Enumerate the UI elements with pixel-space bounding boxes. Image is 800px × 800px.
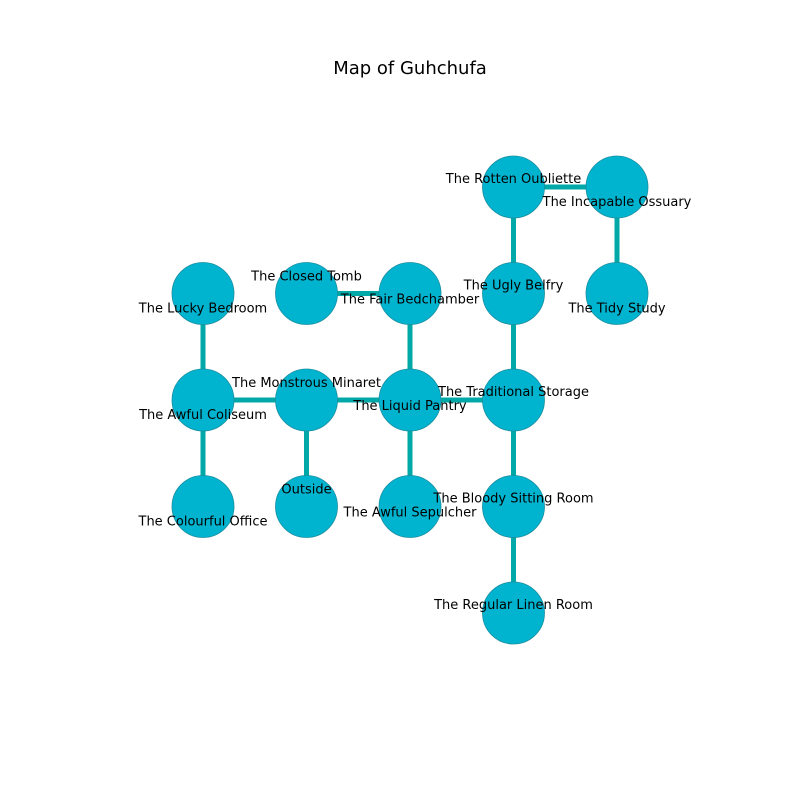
room-label-outside: Outside — [281, 483, 331, 498]
room-label-traditional-storage: The Traditional Storage — [437, 385, 589, 400]
room-node-regular-linen-room — [482, 581, 545, 645]
room-node-awful-coliseum — [171, 368, 235, 432]
room-label-ugly-belfry: The Ugly Belfry — [463, 279, 564, 294]
room-node-tidy-study — [585, 262, 649, 325]
map-title: Map of Guhchufa — [333, 58, 487, 79]
room-node-closed-tomb — [275, 262, 338, 325]
room-node-ugly-belfry — [482, 262, 545, 325]
room-label-awful-sepulcher: The Awful Sepulcher — [343, 506, 478, 521]
room-label-tidy-study: The Tidy Study — [567, 302, 665, 317]
room-label-lucky-bedroom: The Lucky Bedroom — [138, 302, 267, 317]
room-label-monstrous-minaret: The Monstrous Minaret — [231, 376, 381, 391]
room-label-bloody-sitting-room: The Bloody Sitting Room — [432, 492, 593, 507]
room-label-rotten-oubliette: The Rotten Oubliette — [445, 172, 581, 187]
room-label-fair-bedchamber: The Fair Bedchamber — [340, 293, 480, 308]
room-label-liquid-pantry: The Liquid Pantry — [352, 399, 467, 414]
room-node-lucky-bedroom — [171, 262, 235, 325]
room-node-rotten-oubliette — [482, 155, 545, 219]
room-label-closed-tomb: The Closed Tomb — [250, 270, 362, 285]
rooms-layer — [171, 155, 649, 645]
room-node-outside — [275, 475, 338, 538]
room-label-colourful-office: The Colourful Office — [138, 515, 268, 530]
room-node-colourful-office — [171, 475, 235, 538]
room-node-fair-bedchamber — [378, 262, 442, 325]
room-label-awful-coliseum: The Awful Coliseum — [138, 408, 267, 423]
room-node-liquid-pantry — [378, 368, 442, 432]
room-node-monstrous-minaret — [275, 368, 338, 432]
room-label-regular-linen-room: The Regular Linen Room — [433, 598, 593, 613]
room-node-traditional-storage — [482, 368, 545, 432]
room-label-incapable-ossuary: The Incapable Ossuary — [542, 195, 692, 210]
room-node-incapable-ossuary — [585, 155, 649, 219]
labels-layer: The Rotten Oubliette The Incapable Ossuar… — [138, 172, 692, 613]
room-node-bloody-sitting-room — [482, 475, 545, 538]
room-node-awful-sepulcher — [378, 475, 442, 538]
